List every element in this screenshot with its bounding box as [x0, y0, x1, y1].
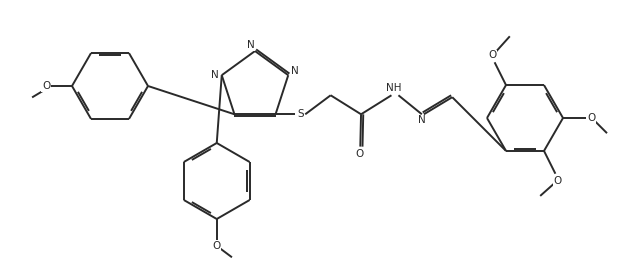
Text: O: O: [355, 148, 363, 159]
Text: N: N: [247, 40, 255, 50]
Text: N: N: [211, 70, 219, 80]
Text: NH: NH: [386, 83, 401, 93]
Text: O: O: [588, 113, 596, 123]
Text: O: O: [42, 81, 50, 91]
Text: S: S: [297, 109, 304, 119]
Text: O: O: [489, 50, 497, 60]
Text: O: O: [553, 176, 561, 186]
Text: N: N: [418, 115, 426, 125]
Text: N: N: [291, 66, 299, 76]
Text: O: O: [213, 241, 221, 251]
